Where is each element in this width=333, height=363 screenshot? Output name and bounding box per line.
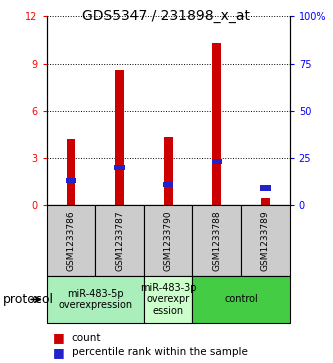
Text: ■: ■ [53, 331, 65, 344]
Text: control: control [224, 294, 258, 305]
Text: count: count [72, 333, 101, 343]
Text: percentile rank within the sample: percentile rank within the sample [72, 347, 247, 357]
Text: GSM1233788: GSM1233788 [212, 210, 221, 271]
Text: ■: ■ [53, 346, 65, 359]
Text: miR-483-5p
overexpression: miR-483-5p overexpression [58, 289, 132, 310]
Text: GSM1233790: GSM1233790 [164, 210, 173, 271]
Bar [66, 178, 76, 183]
Bar [211, 159, 222, 164]
Text: miR-483-3p
overexpr
ession: miR-483-3p overexpr ession [140, 283, 196, 316]
Bar [212, 43, 221, 205]
Bar [67, 139, 75, 205]
Text: GSM1233789: GSM1233789 [261, 210, 270, 271]
Bar [114, 164, 125, 170]
Text: GSM1233787: GSM1233787 [115, 210, 124, 271]
Bar [115, 70, 124, 205]
Text: protocol: protocol [3, 293, 54, 306]
Bar [164, 136, 172, 205]
Bar [163, 182, 173, 187]
Bar [260, 185, 271, 191]
Text: GDS5347 / 231898_x_at: GDS5347 / 231898_x_at [83, 9, 250, 23]
Bar [261, 198, 270, 205]
Text: GSM1233786: GSM1233786 [66, 210, 76, 271]
